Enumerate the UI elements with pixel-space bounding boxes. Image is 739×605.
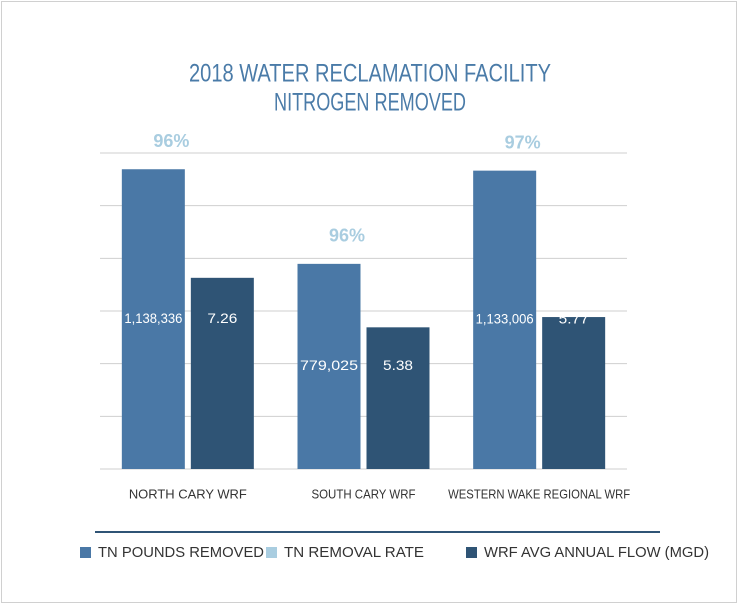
bar [297,263,361,469]
bar [542,317,606,469]
rate-label: 96% [329,226,365,246]
x-tick-label: WESTERN WAKE REGIONAL WRF [448,486,630,501]
bar [190,277,254,469]
bar [121,169,185,469]
chart-title: 2018 WATER RECLAMATION FACILITY [189,60,551,88]
x-tick-label: NORTH CARY WRF [129,486,247,501]
legend-swatch [266,547,277,558]
data-label: 5.77 [559,311,589,327]
legend-swatch [80,547,91,558]
data-label: 5.38 [383,357,413,373]
x-tick-label: SOUTH CARY WRF [312,486,416,501]
rate-label: 96% [153,131,189,151]
legend-label: WRF AVG ANNUAL FLOW (MGD) [484,544,709,561]
data-label: 1,138,336 [124,310,182,326]
legend-label: TN REMOVAL RATE [284,544,424,561]
data-label: 1,133,006 [476,311,534,327]
data-label: 7.26 [207,310,237,326]
legend-label: TN POUNDS REMOVED [98,544,264,561]
bar [366,327,430,469]
chart-title: NITROGEN REMOVED [274,89,466,117]
bar [473,170,537,469]
legend-swatch [466,547,477,558]
rate-label: 97% [505,132,541,152]
data-label: 779,025 [300,357,358,373]
